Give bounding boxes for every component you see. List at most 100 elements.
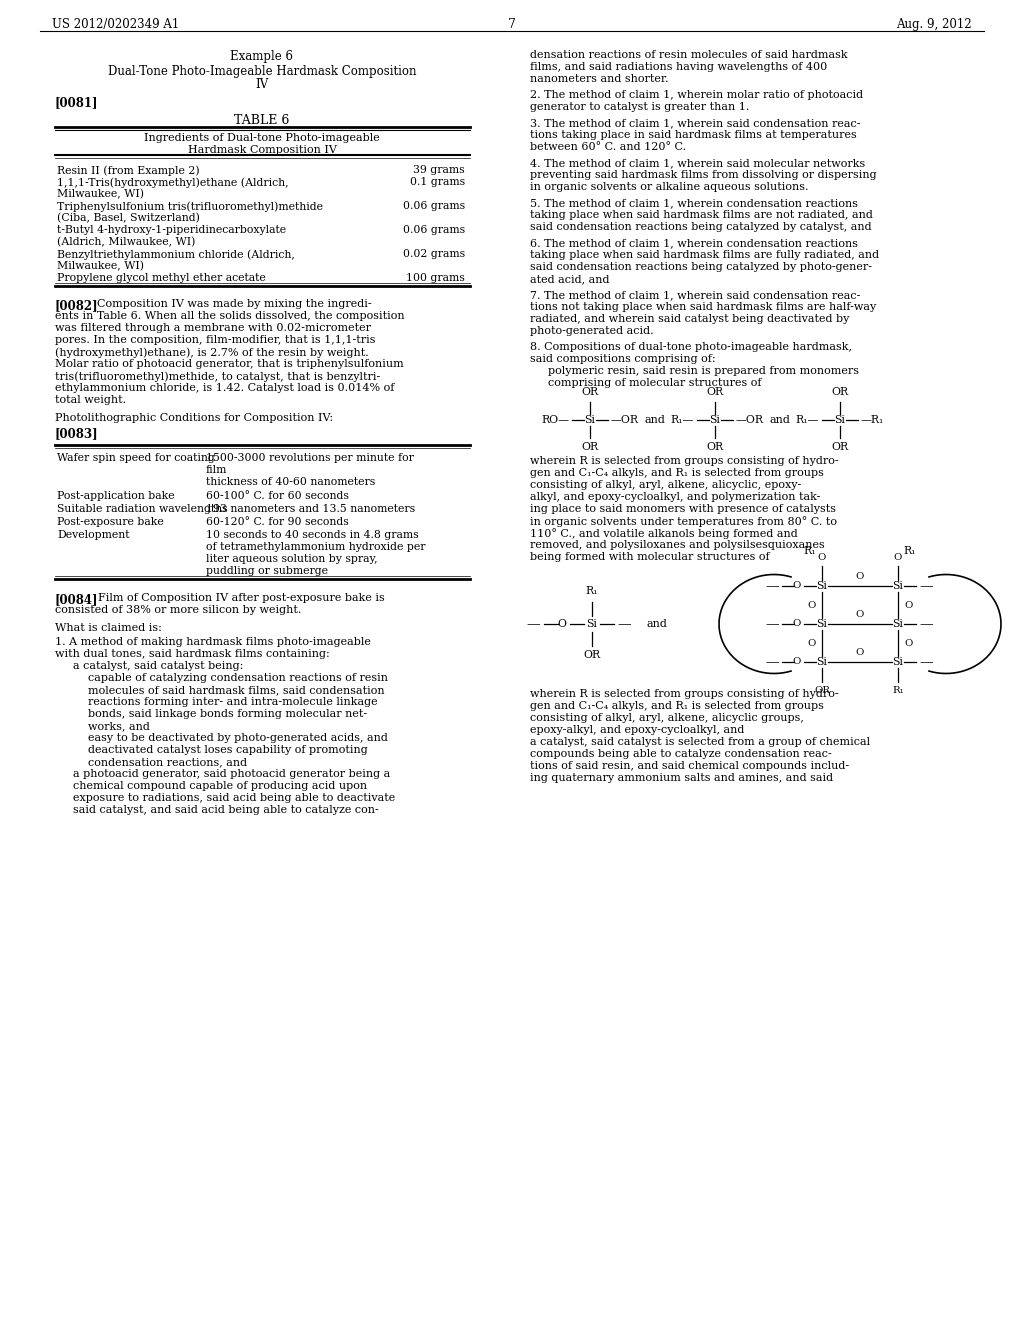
Text: —: — (526, 616, 540, 631)
Text: said condensation reactions being catalyzed by photo-gener-: said condensation reactions being cataly… (530, 261, 872, 272)
Text: Ingredients of Dual-tone Photo-imageable: Ingredients of Dual-tone Photo-imageable (144, 133, 380, 143)
Text: Composition IV was made by mixing the ingredi-: Composition IV was made by mixing the in… (97, 300, 372, 309)
Text: Si: Si (587, 619, 597, 630)
Text: O: O (856, 648, 864, 657)
Text: and: and (644, 414, 666, 425)
Text: with dual tones, said hardmask films containing:: with dual tones, said hardmask films con… (55, 649, 330, 659)
Text: OR: OR (707, 387, 724, 397)
Text: Example 6: Example 6 (230, 50, 294, 63)
Text: Si: Si (585, 414, 595, 425)
Text: Si: Si (816, 619, 827, 630)
Text: consisting of alkyl, aryl, alkene, alicyclic, epoxy-: consisting of alkyl, aryl, alkene, alicy… (530, 480, 801, 490)
Text: Dual-Tone Photo-Imageable Hardmask Composition: Dual-Tone Photo-Imageable Hardmask Compo… (108, 65, 416, 78)
Text: nanometers and shorter.: nanometers and shorter. (530, 74, 669, 84)
Text: 110° C., and volatile alkanols being formed and: 110° C., and volatile alkanols being for… (530, 528, 798, 539)
Text: chemical compound capable of producing acid upon: chemical compound capable of producing a… (73, 781, 368, 791)
Text: O: O (557, 619, 566, 630)
Text: 4. The method of claim 1, wherein said molecular networks: 4. The method of claim 1, wherein said m… (530, 158, 865, 168)
Text: t-Butyl 4-hydroxy-1-piperidinecarboxylate: t-Butyl 4-hydroxy-1-piperidinecarboxylat… (57, 224, 286, 235)
Text: Film of Composition IV after post-exposure bake is: Film of Composition IV after post-exposu… (98, 593, 385, 603)
Text: a catalyst, said catalyst being:: a catalyst, said catalyst being: (73, 661, 244, 671)
Text: Hardmask Composition IV: Hardmask Composition IV (187, 145, 337, 154)
Text: Propylene glycol methyl ether acetate: Propylene glycol methyl ether acetate (57, 273, 266, 282)
Text: OR: OR (584, 649, 600, 660)
Text: removed, and polysiloxanes and polysilsesquioxanes: removed, and polysiloxanes and polysilse… (530, 540, 824, 550)
Text: between 60° C. and 120° C.: between 60° C. and 120° C. (530, 143, 686, 152)
Text: Benzyltriethylammonium chloride (Aldrich,: Benzyltriethylammonium chloride (Aldrich… (57, 249, 295, 260)
Text: compounds being able to catalyze condensation reac-: compounds being able to catalyze condens… (530, 748, 831, 759)
Text: —: — (765, 579, 779, 593)
Text: OR: OR (831, 387, 849, 397)
Text: of tetramethylammonium hydroxide per: of tetramethylammonium hydroxide per (206, 543, 426, 552)
Text: wherein R is selected from groups consisting of hydro-: wherein R is selected from groups consis… (530, 455, 839, 466)
Text: Triphenylsulfonium tris(trifluoromethyl)methide: Triphenylsulfonium tris(trifluoromethyl)… (57, 201, 323, 211)
Text: capable of catalyzing condensation reactions of resin: capable of catalyzing condensation react… (88, 673, 388, 682)
Text: 39 grams: 39 grams (414, 165, 465, 176)
Text: easy to be deactivated by photo-generated acids, and: easy to be deactivated by photo-generate… (88, 733, 388, 743)
Text: —: — (919, 616, 933, 631)
Text: Wafer spin speed for coating: Wafer spin speed for coating (57, 453, 215, 463)
Text: tris(trifluoromethyl)methide, to catalyst, that is benzyltri-: tris(trifluoromethyl)methide, to catalys… (55, 371, 380, 381)
Text: O: O (856, 572, 864, 581)
Text: Si: Si (835, 414, 846, 425)
Text: total weight.: total weight. (55, 395, 126, 405)
Text: 193 nanometers and 13.5 nanometers: 193 nanometers and 13.5 nanometers (206, 504, 415, 513)
Text: 0.1 grams: 0.1 grams (410, 177, 465, 187)
Text: Suitable radiation wavelengths: Suitable radiation wavelengths (57, 504, 227, 513)
Text: tions taking place in said hardmask films at temperatures: tions taking place in said hardmask film… (530, 129, 857, 140)
Text: liter aqueous solution by spray,: liter aqueous solution by spray, (206, 554, 378, 564)
Text: Resin II (from Example 2): Resin II (from Example 2) (57, 165, 200, 176)
Text: US 2012/0202349 A1: US 2012/0202349 A1 (52, 18, 179, 30)
Text: Molar ratio of photoacid generator, that is triphenylsulfonium: Molar ratio of photoacid generator, that… (55, 359, 403, 370)
Text: 60-120° C. for 90 seconds: 60-120° C. for 90 seconds (206, 517, 349, 527)
Text: —OR: —OR (736, 414, 764, 425)
Text: Milwaukee, WI): Milwaukee, WI) (57, 261, 144, 272)
Text: 1,1,1-Tris(hydroxymethyl)ethane (Aldrich,: 1,1,1-Tris(hydroxymethyl)ethane (Aldrich… (57, 177, 289, 187)
Text: Si: Si (710, 414, 721, 425)
Text: (Aldrich, Milwaukee, WI): (Aldrich, Milwaukee, WI) (57, 238, 196, 247)
Text: O: O (793, 657, 801, 667)
Text: TABLE 6: TABLE 6 (234, 114, 290, 127)
Text: OR: OR (582, 387, 599, 397)
Text: in organic solvents under temperatures from 80° C. to: in organic solvents under temperatures f… (530, 516, 837, 527)
Text: Milwaukee, WI): Milwaukee, WI) (57, 189, 144, 199)
Text: was filtered through a membrane with 0.02-micrometer: was filtered through a membrane with 0.0… (55, 323, 371, 333)
Text: tions not taking place when said hardmask films are half-way: tions not taking place when said hardmas… (530, 302, 877, 312)
Text: photo-generated acid.: photo-generated acid. (530, 326, 653, 337)
Text: 5. The method of claim 1, wherein condensation reactions: 5. The method of claim 1, wherein conden… (530, 198, 858, 209)
Text: condensation reactions, and: condensation reactions, and (88, 756, 247, 767)
Text: puddling or submerge: puddling or submerge (206, 566, 328, 576)
Text: R₁: R₁ (904, 546, 916, 556)
Text: in organic solvents or alkaline aqueous solutions.: in organic solvents or alkaline aqueous … (530, 182, 809, 191)
Text: deactivated catalyst loses capability of promoting: deactivated catalyst loses capability of… (88, 744, 368, 755)
Text: RO—: RO— (541, 414, 569, 425)
Text: Photolithographic Conditions for Composition IV:: Photolithographic Conditions for Composi… (55, 413, 333, 422)
Text: ated acid, and: ated acid, and (530, 275, 609, 284)
Text: [0083]: [0083] (55, 426, 98, 440)
Text: bonds, said linkage bonds forming molecular net-: bonds, said linkage bonds forming molecu… (88, 709, 368, 719)
Text: 10 seconds to 40 seconds in 4.8 grams: 10 seconds to 40 seconds in 4.8 grams (206, 531, 419, 540)
Text: —: — (765, 655, 779, 669)
Text: (Ciba, Basel, Switzerland): (Ciba, Basel, Switzerland) (57, 213, 200, 223)
Text: reactions forming inter- and intra-molecule linkage: reactions forming inter- and intra-molec… (88, 697, 378, 708)
Text: Post-exposure bake: Post-exposure bake (57, 517, 164, 527)
Text: taking place when said hardmask films are not radiated, and: taking place when said hardmask films ar… (530, 210, 872, 220)
Text: said catalyst, and said acid being able to catalyze con-: said catalyst, and said acid being able … (73, 805, 379, 814)
Text: 3. The method of claim 1, wherein said condensation reac-: 3. The method of claim 1, wherein said c… (530, 117, 860, 128)
Text: —: — (617, 616, 631, 631)
Text: Si: Si (893, 581, 903, 591)
Text: OR: OR (582, 442, 599, 451)
Text: O: O (818, 553, 826, 562)
Text: IV: IV (255, 78, 268, 91)
Text: alkyl, and epoxy-cycloalkyl, and polymerization tak-: alkyl, and epoxy-cycloalkyl, and polymer… (530, 492, 820, 502)
Text: O: O (808, 639, 816, 648)
Text: gen and C₁-C₄ alkyls, and R₁ is selected from groups: gen and C₁-C₄ alkyls, and R₁ is selected… (530, 701, 824, 711)
Text: R₁—: R₁— (671, 414, 694, 425)
Text: Aug. 9, 2012: Aug. 9, 2012 (896, 18, 972, 30)
Text: comprising of molecular structures of: comprising of molecular structures of (548, 378, 762, 388)
Text: exposure to radiations, said acid being able to deactivate: exposure to radiations, said acid being … (73, 793, 395, 803)
Text: O: O (793, 582, 801, 590)
Text: O: O (793, 619, 801, 628)
Text: [0082]: [0082] (55, 300, 98, 312)
Text: Development: Development (57, 531, 129, 540)
